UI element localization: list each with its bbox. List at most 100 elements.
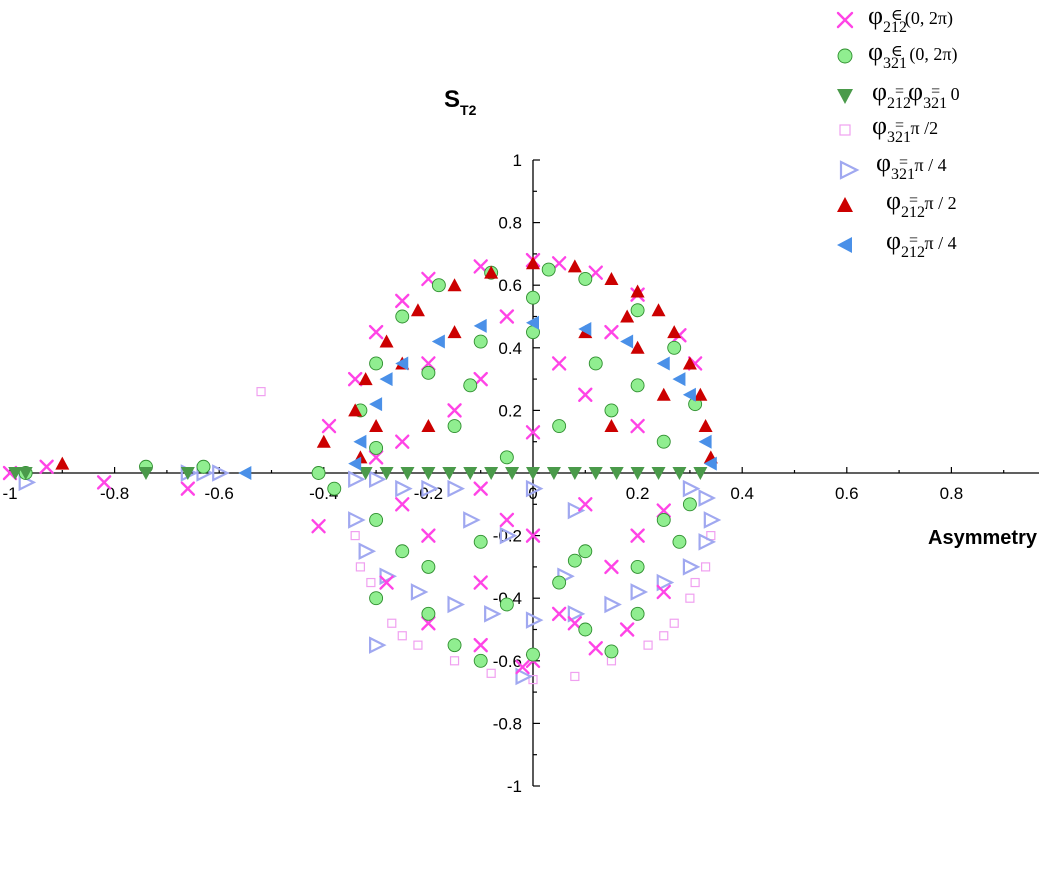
data-point — [698, 419, 713, 433]
data-point — [355, 562, 366, 572]
data-point — [369, 419, 384, 433]
data-point — [690, 577, 700, 588]
legend-marker — [837, 89, 853, 104]
legend-item: φ321∈ (0, 2π) — [837, 37, 957, 72]
data-point — [630, 418, 645, 434]
data-point — [570, 671, 580, 682]
legend-item: φ212∈ (0, 2π) — [836, 1, 953, 36]
x-tick-label: 0.6 — [835, 484, 859, 503]
data-point — [395, 356, 409, 371]
data-point — [525, 425, 541, 440]
data-point — [578, 622, 593, 637]
data-point — [630, 467, 645, 480]
data-point — [693, 387, 708, 401]
data-point — [368, 324, 384, 340]
legend-marker — [837, 48, 853, 64]
data-point — [682, 479, 701, 498]
data-point — [604, 403, 619, 418]
data-point — [700, 562, 711, 572]
data-point — [256, 387, 266, 397]
x-tick-label: -1 — [2, 484, 17, 503]
data-point — [413, 640, 423, 650]
data-point — [447, 278, 462, 292]
legend-marker — [836, 11, 854, 29]
data-point — [238, 466, 252, 480]
y-tick-label: -0.6 — [493, 652, 522, 671]
data-point — [421, 365, 436, 380]
data-point — [395, 544, 410, 559]
data-point — [620, 309, 635, 323]
data-points — [2, 252, 722, 686]
legend-item: φ212= π / 2 — [837, 186, 957, 221]
data-point — [316, 434, 331, 448]
legend-marker — [839, 160, 860, 180]
data-point — [369, 441, 384, 455]
data-point — [369, 591, 384, 606]
data-point — [620, 334, 634, 349]
data-point — [526, 467, 540, 480]
data-point — [421, 467, 436, 480]
axis-labels: Asymmetry ST2 — [444, 86, 1038, 549]
data-point — [604, 595, 622, 614]
data-point — [651, 303, 666, 317]
data-point — [311, 466, 326, 480]
data-point — [578, 387, 593, 402]
data-point — [196, 459, 211, 474]
data-point — [515, 659, 530, 675]
data-point — [630, 528, 645, 543]
data-point — [630, 284, 645, 298]
data-point — [546, 467, 561, 480]
data-point — [473, 653, 488, 668]
y-tick-label: 0.4 — [498, 339, 522, 358]
legend-item: φ212= π / 4 — [837, 226, 957, 261]
data-point — [138, 467, 153, 480]
data-point — [604, 271, 619, 285]
data-point — [499, 450, 514, 465]
data-point — [379, 467, 394, 480]
data-point — [421, 528, 436, 543]
data-point — [463, 467, 478, 480]
data-point — [421, 606, 436, 621]
data-point — [484, 467, 499, 480]
y-tick-label: -0.2 — [493, 527, 522, 546]
data-point — [698, 533, 717, 551]
data-point — [698, 489, 717, 507]
data-point — [463, 511, 481, 529]
x-tick-label: -0.6 — [205, 484, 234, 503]
data-point — [659, 631, 669, 641]
y-axis-title: ST2 — [444, 86, 477, 118]
y-tick-label: 0.6 — [498, 276, 522, 295]
x-tick-label: 0.2 — [626, 484, 650, 503]
legend-label: φ321∈ (0, 2π) — [868, 37, 957, 72]
data-point — [369, 636, 387, 654]
data-point — [447, 595, 466, 614]
data-point — [421, 419, 436, 433]
legend-item: φ321= π / 4 — [839, 148, 947, 183]
data-point — [604, 419, 619, 433]
data-point — [473, 334, 488, 349]
data-point — [499, 512, 515, 528]
data-point — [669, 618, 679, 628]
data-point — [447, 479, 466, 498]
data-point — [567, 501, 586, 520]
data-point — [505, 467, 520, 480]
data-point — [473, 318, 487, 333]
data-point — [656, 356, 670, 371]
legend-label: φ212= π / 2 — [886, 186, 957, 221]
data-point — [447, 419, 462, 433]
legend-item: φ212= φ321= 0 — [837, 77, 960, 112]
data-point — [387, 618, 397, 628]
data-point — [703, 511, 722, 529]
data-point — [525, 611, 544, 629]
y-axis-title-main: S — [444, 86, 460, 113]
data-point — [551, 606, 567, 622]
legend-label: φ212= π / 4 — [886, 226, 957, 261]
data-point — [552, 575, 567, 590]
data-point — [395, 434, 410, 449]
data-point — [656, 584, 671, 600]
data-point — [630, 559, 645, 574]
data-point — [604, 559, 619, 575]
data-point — [212, 464, 230, 482]
data-point — [369, 470, 387, 489]
series-3 — [256, 387, 716, 685]
